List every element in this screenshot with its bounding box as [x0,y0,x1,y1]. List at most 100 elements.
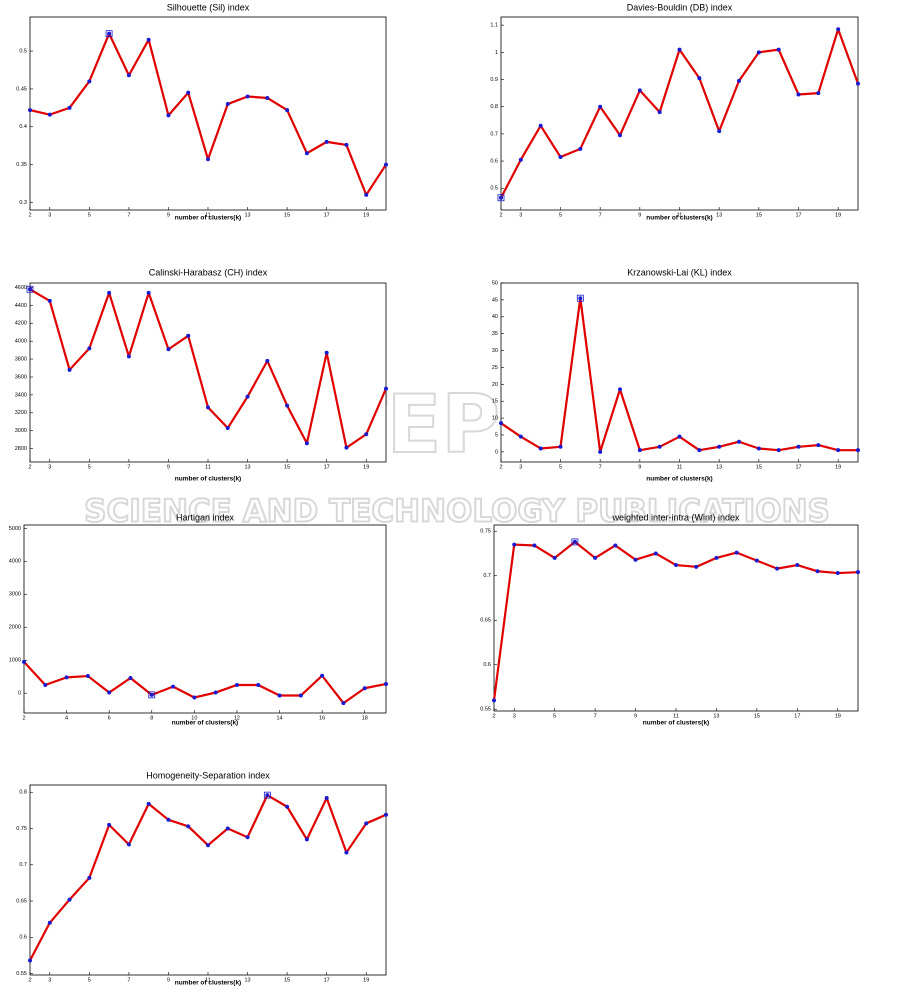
plot-frame [500,282,859,463]
x-tick-label: 4 [65,715,68,721]
data-point [285,403,290,408]
data-point [206,843,210,848]
x-tick-label: 3 [48,977,51,983]
optimal-marker [26,285,34,293]
x-tick-label: 19 [835,212,841,218]
x-tick-label: 6 [108,715,111,721]
x-tick-label: 3 [519,212,522,218]
data-point [756,50,761,55]
x-tick-label: 15 [756,212,762,218]
data-point [734,550,739,555]
x-tick-label: 5 [88,977,91,983]
x-tick-label: 11 [205,212,211,218]
data-point [384,386,388,391]
plot-frame [23,524,387,714]
x-tick-label: 11 [677,212,683,218]
x-tick-label: 3 [48,212,51,218]
data-point [245,394,250,399]
data-point [717,129,722,134]
x-tick-label: 9 [638,464,641,470]
y-tick-label: 0.7 [19,862,27,868]
data-point [107,290,112,295]
y-tick-label: 15 [492,399,498,405]
data-point [265,358,270,363]
y-tick-label: 5 [495,432,498,438]
y-tick-label: 30 [492,348,498,354]
y-tick-label: 0.75 [480,529,491,535]
data-point [558,444,563,449]
optimal-marker [105,30,113,38]
y-tick-label: 45 [492,297,498,303]
data-point [28,958,32,963]
x-tick-label: 17 [324,212,330,218]
y-tick-label: 3800 [15,357,27,363]
y-tick-label: 2800 [15,446,27,452]
y-tick-label: 5000 [9,526,21,532]
data-point [518,157,523,162]
data-point [192,695,197,700]
y-tick-label: 0.7 [490,131,498,137]
x-tick-label: 13 [713,713,719,719]
x-axis-label: number of clusters(k) [175,476,241,483]
data-point [613,543,618,548]
data-point [47,112,52,117]
data-point [324,350,329,355]
y-tick-label: 3000 [9,592,21,598]
x-tick-label: 5 [559,212,562,218]
data-point [225,826,230,831]
y-tick-label: 4600 [15,285,27,291]
data-point [776,47,781,52]
x-tick-label: 9 [167,212,170,218]
x-tick-label: 19 [363,212,369,218]
chart: Homogeneity-Separation index number of cl… [16,770,388,987]
y-tick-label: 3200 [15,410,27,416]
x-tick-label: 17 [324,977,330,983]
y-tick-label: 1 [495,50,498,56]
data-point [87,346,92,351]
x-tick-label: 3 [48,464,51,470]
y-tick-label: 4400 [15,303,27,309]
x-tick-label: 9 [638,212,641,218]
data-point [836,27,841,32]
data-point [775,566,780,571]
data-point [512,542,517,547]
x-tick-label: 13 [244,464,250,470]
data-point [146,37,151,42]
data-point [558,154,563,159]
data-point [256,682,261,687]
x-tick-label: 2 [499,212,502,218]
data-point [532,543,537,548]
data-point [171,684,176,689]
x-tick-label: 2 [28,977,31,983]
data-point [384,162,388,167]
data-point [364,821,369,826]
y-tick-label: 0.6 [483,662,491,668]
y-tick-label: 0.9 [490,77,498,83]
data-point [126,354,131,359]
x-tick-label: 10 [191,715,197,721]
data-point [285,804,290,809]
data-point [754,558,759,563]
plot-frame [29,282,387,463]
data-point [637,448,642,453]
data-point [320,673,325,678]
x-tick-label: 2 [28,464,31,470]
data-point [304,441,309,446]
data-point [816,443,821,448]
data-point [67,105,72,110]
data-point [795,563,800,568]
y-tick-label: 4000 [9,559,21,565]
y-tick-label: 2000 [9,625,21,631]
data-point [85,674,90,679]
data-point [362,686,367,691]
y-tick-label: 0.3 [19,200,27,206]
x-tick-label: 13 [716,212,722,218]
data-point [298,693,303,698]
data-point [598,449,603,454]
y-tick-label: 0.6 [19,935,27,941]
x-tick-label: 9 [167,464,170,470]
x-tick-label: 19 [363,977,369,983]
y-tick-label: 0.65 [16,898,27,904]
y-tick-label: 40 [492,314,498,320]
data-point [126,842,131,847]
